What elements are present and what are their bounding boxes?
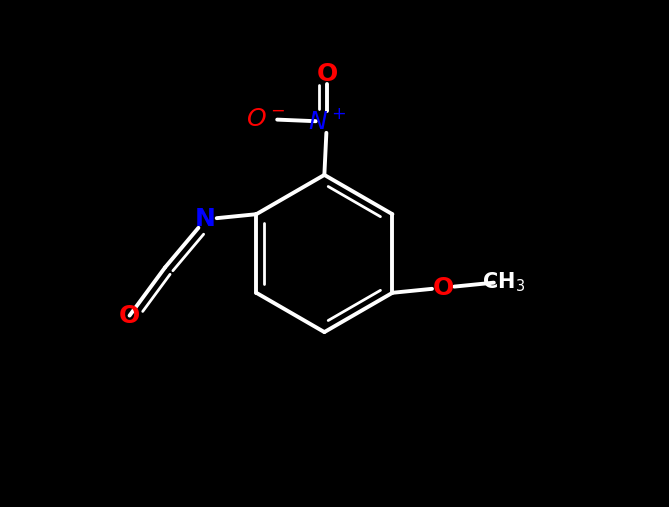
Text: O: O: [119, 304, 140, 328]
Text: O: O: [316, 61, 338, 86]
Text: $N^+$: $N^+$: [308, 109, 347, 134]
Text: $O^-$: $O^-$: [246, 107, 286, 131]
Text: N: N: [195, 207, 216, 231]
Text: CH$_3$: CH$_3$: [482, 271, 525, 295]
Text: O: O: [432, 276, 454, 300]
